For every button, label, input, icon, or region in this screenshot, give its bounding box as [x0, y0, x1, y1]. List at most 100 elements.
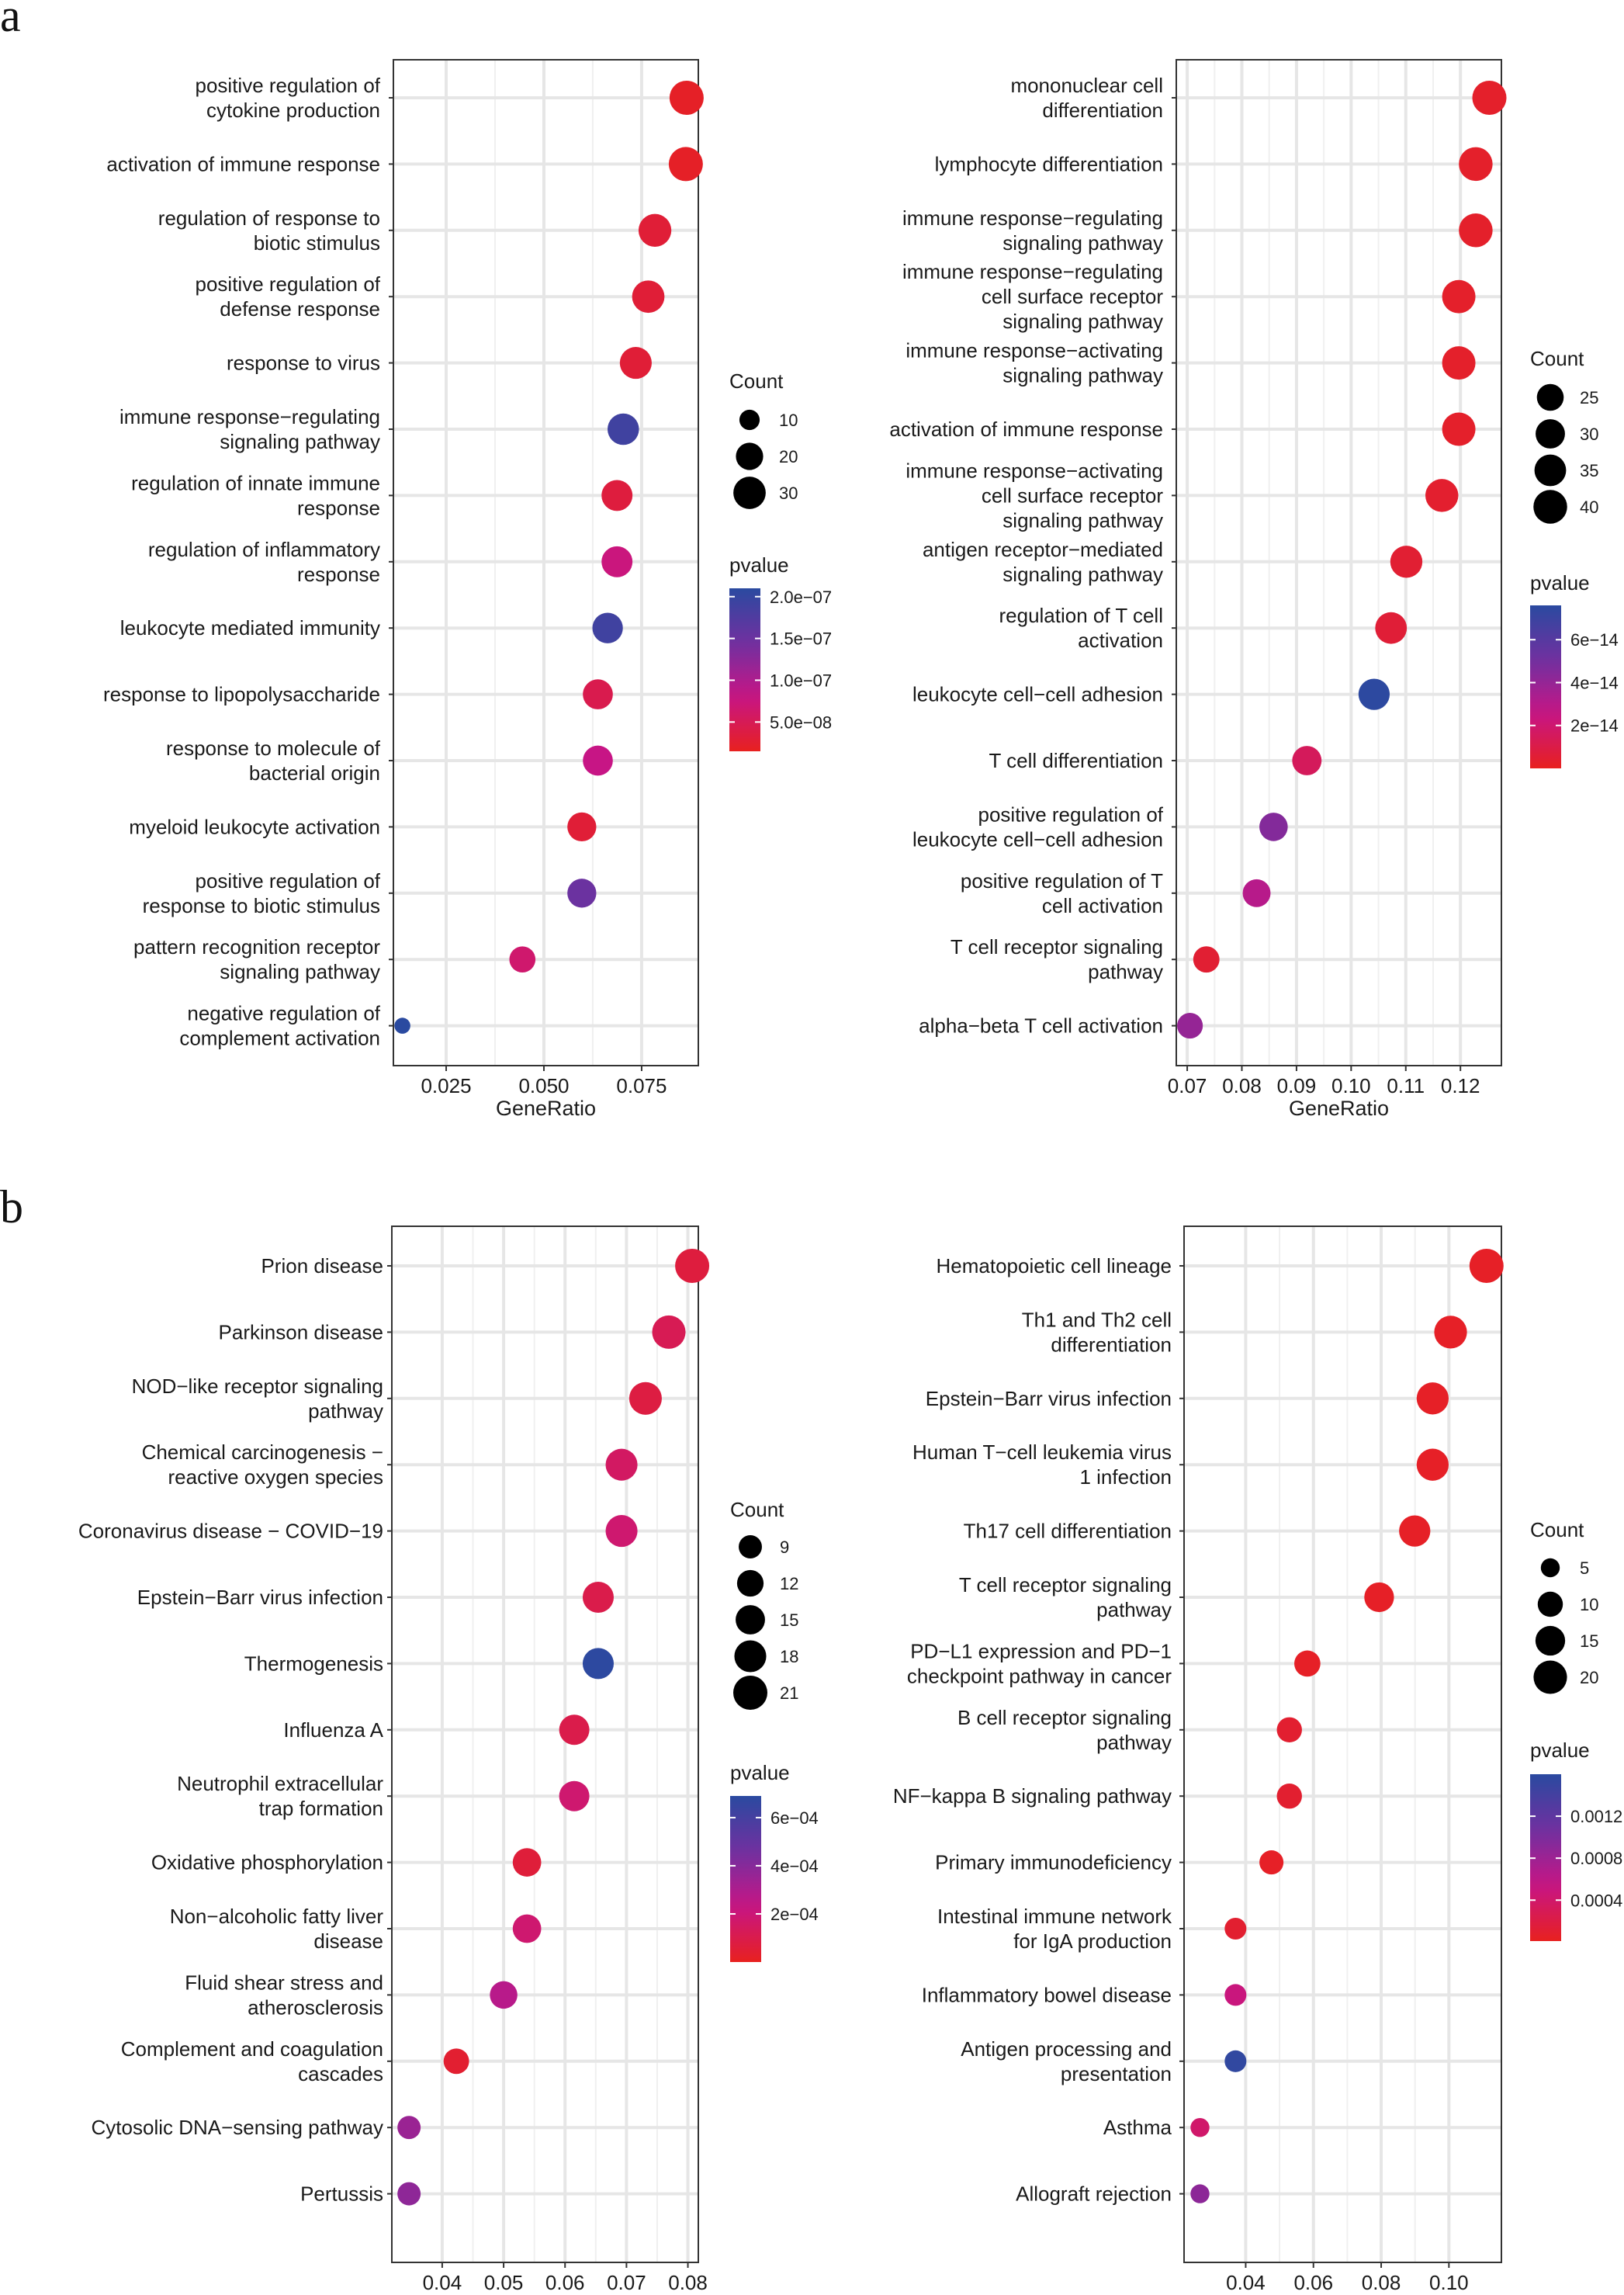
count-legend-label: 10: [779, 411, 798, 430]
colorbar-tick-label: 1.0e−07: [770, 671, 832, 690]
colorbar-tick-label: 6e−14: [1570, 630, 1619, 650]
count-legend-label: 30: [779, 484, 798, 503]
colorbar-tick-label: 2e−14: [1570, 716, 1619, 736]
y-tick-label: Oxidative phosphorylation: [151, 1851, 383, 1874]
data-point: [652, 1315, 686, 1349]
data-point: [1224, 1984, 1247, 2006]
y-tick-label: response to lipopolysaccharide: [103, 683, 380, 706]
colorbar-tick-label: 0.0008: [1570, 1849, 1622, 1868]
count-legend-key: [739, 1535, 762, 1558]
y-tick-label: activation of immune response: [106, 152, 380, 175]
data-point: [1390, 546, 1423, 578]
count-legend-key: [1534, 454, 1567, 487]
y-tick-label: pattern recognition receptor signaling pa…: [133, 935, 380, 983]
y-tick-label: Asthma: [1103, 2116, 1172, 2139]
x-axis-title: GeneRatio: [496, 1097, 596, 1120]
data-point: [1459, 213, 1493, 248]
y-tick-label: Chemical carcinogenesis − reactive oxygen…: [142, 1440, 383, 1489]
count-legend-label: 18: [780, 1647, 798, 1666]
count-legend-label: 21: [780, 1683, 798, 1703]
data-point: [1416, 1448, 1449, 1481]
data-point: [490, 1981, 518, 2009]
y-tick-label: Primary immunodeficiency: [935, 1851, 1172, 1874]
data-point: [1259, 1850, 1284, 1875]
y-tick-label: Inflammatory bowel disease: [922, 1983, 1172, 2006]
data-point: [632, 280, 665, 314]
count-legend-key: [1536, 419, 1565, 449]
y-tick-label: PD−L1 expression and PD−1 checkpoint path…: [907, 1639, 1172, 1687]
x-tick-label: 0.08: [668, 2271, 708, 2291]
x-tick-label: 0.07: [1168, 1074, 1207, 1097]
x-tick-label: 0.05: [484, 2271, 524, 2291]
y-tick-label: negative regulation of complement activat…: [179, 1002, 380, 1050]
pvalue-legend-title: pvalue: [730, 1761, 790, 1784]
x-tick-label: 0.04: [1226, 2271, 1266, 2291]
plot-background: [392, 1226, 698, 2262]
count-legend-label: 5: [1580, 1558, 1589, 1578]
colorbar-tick-label: 4e−14: [1570, 673, 1619, 692]
y-tick-label: NOD−like receptor signaling pathway: [132, 1375, 383, 1423]
y-tick-label: positive regulation of cytokine productio…: [196, 74, 381, 122]
plot-border: [1183, 1226, 1502, 2263]
data-point: [1469, 1249, 1504, 1283]
data-point: [567, 879, 597, 908]
data-point: [668, 147, 703, 182]
data-point: [605, 1448, 638, 1481]
count-legend-key: [1537, 1591, 1563, 1617]
data-point: [1459, 147, 1493, 182]
data-point: [601, 480, 633, 511]
data-point: [509, 946, 536, 973]
count-legend-key: [1533, 1660, 1567, 1694]
data-point: [1190, 2184, 1210, 2203]
data-point: [559, 1780, 590, 1811]
y-tick-label: Th17 cell differentiation: [964, 1520, 1172, 1543]
y-tick-label: Coronavirus disease − COVID−19: [78, 1520, 383, 1543]
data-point: [397, 2116, 421, 2140]
data-point: [1425, 479, 1459, 512]
y-tick-label: positive regulation of defense response: [196, 272, 381, 321]
data-point: [1294, 1650, 1321, 1677]
panel-label-b: b: [0, 1181, 23, 1232]
y-tick-label: Neutrophil extracellular trap formation: [177, 1772, 383, 1820]
data-point: [1442, 412, 1476, 446]
data-point: [512, 1848, 542, 1877]
count-legend-key: [739, 409, 760, 431]
data-point: [582, 1581, 614, 1614]
data-point: [443, 2048, 469, 2075]
y-tick-label: leukocyte mediated immunity: [120, 616, 380, 640]
data-point: [1242, 879, 1271, 907]
count-legend-key: [1540, 1558, 1560, 1578]
y-tick-label: activation of immune response: [889, 418, 1163, 441]
x-tick-label: 0.08: [1362, 2271, 1401, 2291]
data-point: [1224, 1917, 1247, 1940]
data-point: [582, 1648, 614, 1680]
y-tick-label: Non−alcoholic fatty liver disease: [170, 1905, 384, 1953]
y-tick-label: positive regulation of response to biotic…: [143, 869, 381, 917]
data-point: [601, 546, 633, 577]
count-legend-title: Count: [729, 369, 784, 393]
y-tick-label: B cell receptor signaling pathway: [957, 1706, 1172, 1754]
count-legend-key: [733, 477, 766, 509]
x-tick-label: 0.12: [1441, 1074, 1480, 1097]
data-point: [1224, 2050, 1247, 2072]
plot-border: [393, 59, 699, 1066]
count-legend-label: 12: [780, 1574, 798, 1593]
data-point: [559, 1714, 590, 1746]
data-point: [1364, 1582, 1394, 1613]
colorbar-tick-label: 6e−04: [770, 1808, 819, 1828]
colorbar-tick-label: 0.0004: [1570, 1891, 1622, 1910]
count-legend-label: 9: [780, 1538, 789, 1557]
data-point: [567, 812, 597, 842]
dotplot-b-left: Prion disease Parkinson disease NOD−like r…: [78, 1226, 819, 2295]
count-legend-key: [736, 1605, 765, 1635]
data-point: [1177, 1013, 1203, 1039]
data-point: [1472, 81, 1507, 115]
data-point: [394, 1017, 410, 1034]
y-tick-label: Intestinal immune network for IgA product…: [937, 1905, 1172, 1953]
data-point: [638, 213, 672, 247]
plot-border: [391, 1226, 699, 2263]
x-tick-label: 0.11: [1387, 1074, 1425, 1097]
colorbar-tick-label: 0.0012: [1570, 1807, 1622, 1826]
y-tick-label: immune response−activating signaling path…: [905, 339, 1163, 387]
